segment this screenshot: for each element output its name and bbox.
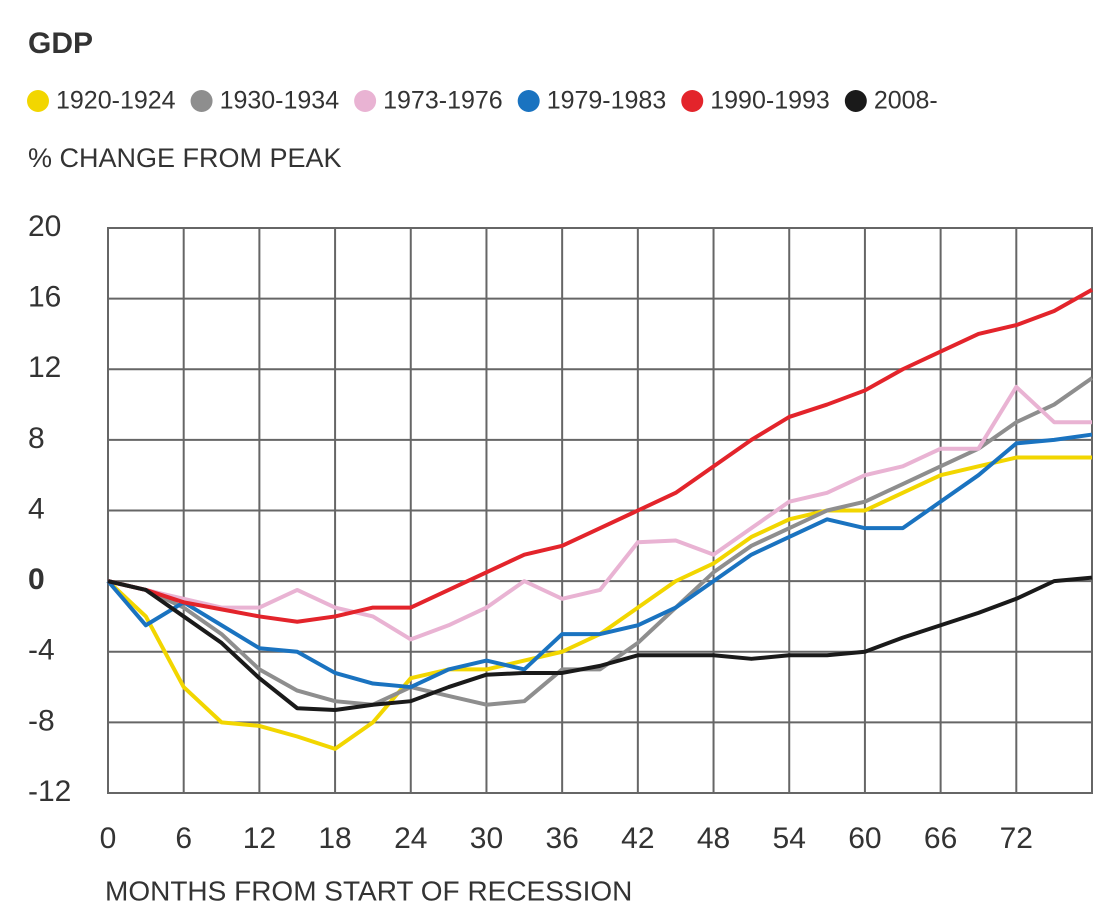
legend-label: 1973-1976 [383,87,503,115]
y-tick-label: -8 [28,704,55,737]
legend-marker [190,90,213,112]
x-tick-label: 48 [697,822,730,855]
chart-subtitle: % CHANGE FROM PEAK [28,143,342,173]
x-tick-label: 6 [175,822,192,855]
y-tick-label: 8 [28,422,45,455]
chart-title: GDP [28,27,93,60]
y-tick-label: 0 [28,563,45,596]
y-tick-label: 20 [28,210,61,243]
x-tick-label: 60 [848,822,881,855]
y-tick-label: -4 [28,634,55,667]
x-tick-label: 0 [100,822,117,855]
legend-marker [844,90,867,112]
legend-marker [681,90,704,112]
y-tick-label: 12 [28,351,61,384]
series-line [107,288,1093,624]
x-tick-label: 66 [924,822,957,855]
y-tick-label: 4 [28,492,45,525]
y-tick-label: -12 [28,775,71,808]
x-axis-label: MONTHS FROM START OF RECESSION [105,875,632,906]
series-line [106,432,1093,690]
legend-label: 1930-1934 [220,87,340,115]
x-tick-label: 54 [773,822,806,855]
x-tick-label: 18 [318,822,351,855]
x-tick-label: 36 [545,822,578,855]
y-tick-label: 16 [28,281,61,314]
legend-label: 2008- [874,87,938,115]
legend-label: 1979-1983 [547,87,667,115]
x-tick-label: 42 [621,822,654,855]
x-tick-label: 12 [243,822,276,855]
series-line [107,384,1092,642]
x-tick-label: 72 [1000,822,1033,855]
legend-marker [517,90,540,112]
x-tick-label: 30 [470,822,503,855]
legend-marker [354,90,377,112]
legend-marker [27,90,49,112]
legend-label: 1920-1924 [56,87,176,115]
series-line [107,575,1093,713]
legend-label: 1990-1993 [710,87,830,115]
series-line [107,376,1094,707]
x-tick-label: 24 [394,822,427,855]
